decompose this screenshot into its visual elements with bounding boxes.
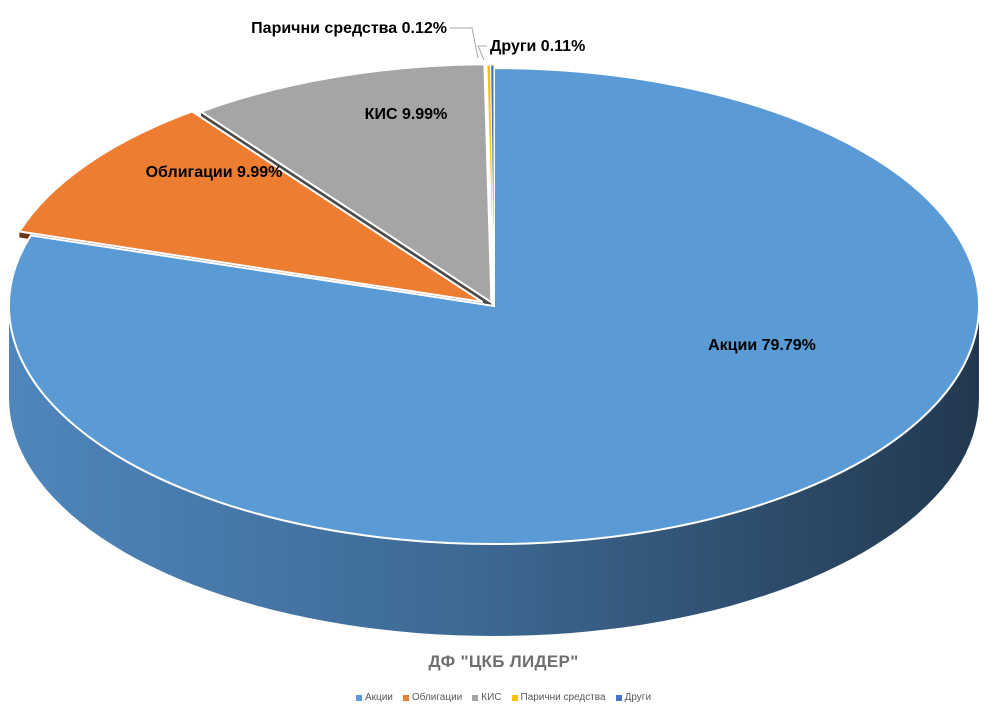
legend-item-drugi[interactable]: Други [615,692,652,703]
pie-side-0 [9,306,979,636]
legend-label: Акции [364,692,393,703]
legend-label: Парични средства [520,692,606,703]
legend-item-kis[interactable]: КИС [472,692,502,703]
pie-slice-0[interactable] [8,66,980,545]
data-label-1: Облигации 9.99% [146,164,283,181]
chart-title: ДФ "ЦКБ ЛИДЕР" [428,652,579,671]
legend-label: Облигации [411,692,463,703]
data-label-4: Други 0.11% [490,38,585,55]
legend-swatch [402,694,409,701]
data-label-2: КИС 9.99% [365,106,448,123]
pie-slice-4[interactable] [490,64,495,304]
legend-item-parichni-sredstva[interactable]: Парични средства [511,692,606,703]
legend: Акции Облигации КИС Парични средства Дру… [0,692,1007,703]
pie-slice-2[interactable] [198,63,493,305]
legend-swatch [472,694,479,701]
legend-swatch [615,694,622,701]
legend-label: Други [624,692,652,703]
pie-chart: Акции 79.79% Облигации 9.99% КИС 9.99% Пари… [8,20,980,636]
legend-item-akcii[interactable]: Акции [355,692,393,703]
leader-line-3 [450,27,479,59]
data-label-0: Акции 79.79% [708,337,816,354]
leader-line-4 [477,45,487,61]
legend-swatch [511,694,518,701]
legend-item-obligacii[interactable]: Облигации [402,692,463,703]
legend-label: КИС [481,692,502,703]
legend-swatch [355,694,362,701]
pie-slice-1[interactable] [17,110,484,304]
data-label-3: Парични средства 0.12% [251,20,447,37]
